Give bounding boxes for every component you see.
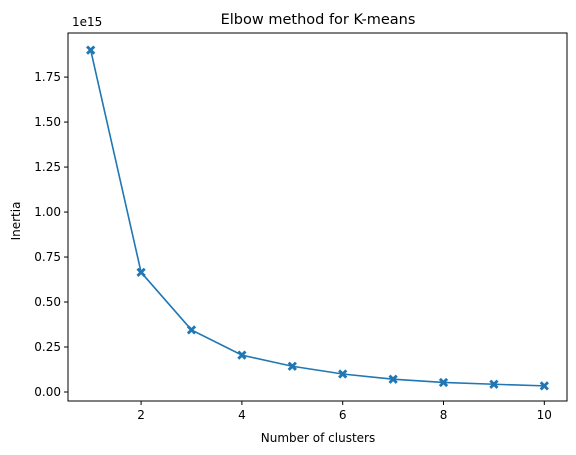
y-tick-label: 1.75 — [34, 70, 61, 84]
y-tick-label: 0.00 — [34, 385, 61, 399]
x-tick-label: 2 — [137, 408, 145, 422]
y-axis-label: Inertia — [9, 202, 23, 241]
y-tick-label: 0.75 — [34, 250, 61, 264]
data-point-marker — [287, 361, 297, 371]
x-axis-label: Number of clusters — [261, 431, 375, 445]
y-tick-label: 1.00 — [34, 205, 61, 219]
data-point-marker — [186, 325, 197, 335]
data-point-marker — [136, 267, 146, 277]
x-tick-label: 10 — [537, 408, 552, 422]
data-point-marker — [237, 350, 247, 360]
series-line — [89, 49, 545, 387]
data-point-marker — [338, 369, 348, 379]
y-tick-label: 1.25 — [34, 160, 61, 174]
y-tick-label: 0.50 — [34, 295, 61, 309]
x-tick-label: 6 — [339, 408, 347, 422]
x-tick-label: 4 — [238, 408, 246, 422]
y-tick-label: 1.50 — [34, 115, 61, 129]
data-point-marker — [489, 379, 499, 389]
y-offset-label: 1e15 — [72, 15, 102, 29]
data-point-marker — [539, 381, 549, 391]
y-tick-label: 0.25 — [34, 340, 61, 354]
data-point-marker — [86, 45, 96, 55]
plot-frame — [67, 32, 568, 402]
chart-title: Elbow method for K-means — [221, 12, 416, 28]
data-point-marker — [438, 377, 449, 388]
axis-ticks: 2 4 6 8 10 0.00 0.25 0.50 0.75 1.00 1.25 1.50 1.75 — [34, 70, 552, 422]
data-point-marker — [388, 374, 398, 384]
x-tick-label: 8 — [440, 408, 448, 422]
series-group — [86, 45, 549, 391]
